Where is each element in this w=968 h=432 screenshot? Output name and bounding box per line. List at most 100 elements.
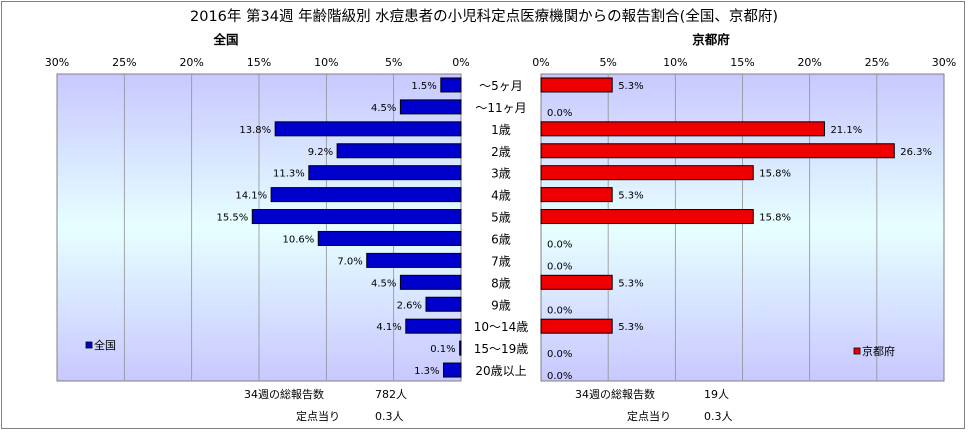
left-legend-swatch <box>85 341 93 349</box>
right-data-label: 15.8% <box>759 169 791 180</box>
age-group-label: ～11ヶ月 <box>475 101 526 115</box>
left-bar <box>399 99 462 115</box>
right-bar <box>540 318 613 334</box>
right-data-label: 0.0% <box>547 305 572 316</box>
left-panel-title: 全国 <box>212 32 238 47</box>
left-data-label: 11.3% <box>273 169 305 180</box>
age-group-label: 1歳 <box>491 123 511 137</box>
left-tick-labels: 0% 5% 10% 15% 20% 25% 30% <box>45 56 470 69</box>
right-tick-labels: 0% 5% 10% 15% 20% 25% 30% <box>532 56 956 69</box>
right-legend-label: 京都府 <box>862 344 895 358</box>
right-per-site-value: 0.3人 <box>704 410 733 423</box>
left-bar <box>274 121 462 137</box>
left-tick-label: 15% <box>247 56 271 69</box>
right-tick-label: 15% <box>730 56 754 69</box>
left-tick-label: 0% <box>452 56 469 69</box>
right-tick-label: 5% <box>599 56 616 69</box>
left-bar <box>425 296 462 312</box>
right-tick-label: 10% <box>663 56 687 69</box>
left-tick-label: 10% <box>314 56 338 69</box>
left-data-label: 4.5% <box>371 103 396 114</box>
right-data-label: 0.0% <box>547 349 572 360</box>
left-tick-label: 30% <box>45 56 69 69</box>
age-group-label: 8歳 <box>491 276 511 290</box>
right-data-label: 5.3% <box>618 81 643 92</box>
left-data-label: 7.0% <box>337 256 362 267</box>
right-total-label: 34週の総報告数 <box>575 387 655 401</box>
age-group-label: 9歳 <box>491 298 511 312</box>
left-bar <box>440 77 462 93</box>
right-tick-label: 25% <box>865 56 889 69</box>
chart-title: 2016年 第34週 年齢階級別 水痘患者の小児科定点医療機関からの報告割合(全… <box>190 7 778 25</box>
left-bar <box>317 230 462 246</box>
left-bar <box>366 252 462 268</box>
left-per-site-label: 定点当り <box>296 409 340 423</box>
right-data-label: 0.0% <box>547 239 572 250</box>
right-data-label: 5.3% <box>618 278 643 289</box>
left-bar <box>308 165 462 181</box>
left-legend: 全国 <box>85 338 116 352</box>
left-total-value: 782人 <box>375 388 407 401</box>
right-data-label: 21.1% <box>830 125 862 136</box>
right-tick-label: 30% <box>932 56 956 69</box>
left-data-label: 13.8% <box>239 125 271 136</box>
age-group-label: 20歳以上 <box>475 364 526 378</box>
left-data-label: 10.6% <box>282 234 314 245</box>
left-data-label: 0.1% <box>430 344 455 355</box>
left-bar <box>399 274 462 290</box>
right-bars <box>540 77 895 334</box>
left-bar <box>459 340 462 356</box>
left-data-label: 4.1% <box>376 322 401 333</box>
right-data-labels: 5.3% 0.0% 21.1% 26.3% 15.8% 5.3% 15.8% 0.0% 0.0%… <box>547 81 932 382</box>
right-data-label: 26.3% <box>900 147 932 158</box>
left-per-site-value: 0.3人 <box>375 410 404 423</box>
age-group-label: 4歳 <box>491 189 511 203</box>
age-group-label: 15～19歳 <box>474 342 529 356</box>
left-bar <box>442 362 462 378</box>
right-data-label: 0.0% <box>547 371 572 382</box>
right-data-label: 5.3% <box>618 191 643 202</box>
left-data-label: 14.1% <box>235 191 267 202</box>
right-data-label: 0.0% <box>547 261 572 272</box>
right-total-value: 19人 <box>704 388 729 401</box>
left-data-label: 4.5% <box>371 278 396 289</box>
right-bar <box>540 165 754 181</box>
left-data-label: 15.5% <box>216 213 248 224</box>
left-bars <box>251 77 462 378</box>
age-group-label: 6歳 <box>491 232 511 246</box>
age-group-labels: ～5ヶ月 ～11ヶ月 1歳 2歳 3歳 4歳 5歳 6歳 7歳 8歳 9歳 10～14歳 15～19歳 2… <box>474 79 529 378</box>
left-bar <box>336 143 462 159</box>
left-bar <box>405 318 462 334</box>
left-tick-label: 25% <box>112 56 136 69</box>
age-group-label: 5歳 <box>491 211 511 225</box>
left-data-label: 2.6% <box>397 300 422 311</box>
right-tick-label: 0% <box>532 56 549 69</box>
left-total-label: 34週の総報告数 <box>244 387 324 401</box>
left-data-label: 9.2% <box>308 147 333 158</box>
right-data-label: 0.0% <box>547 108 572 119</box>
right-data-label: 15.8% <box>759 213 791 224</box>
right-panel-title: 京都府 <box>692 32 730 47</box>
left-tick-label: 5% <box>385 56 402 69</box>
left-data-labels: 1.5% 4.5% 13.8% 9.2%11.3% 14.1% 15.5% 10.6% 7.0… <box>216 81 455 377</box>
right-per-site-label: 定点当り <box>627 409 671 423</box>
right-bar <box>540 209 754 225</box>
left-bar <box>270 187 462 203</box>
right-bar <box>540 77 613 93</box>
right-bar <box>540 274 613 290</box>
right-bar <box>540 143 895 159</box>
right-bar <box>540 121 825 137</box>
age-group-label: 10～14歳 <box>474 320 529 334</box>
right-legend-swatch <box>853 347 861 355</box>
left-data-label: 1.3% <box>414 366 439 377</box>
right-legend: 京都府 <box>853 344 895 358</box>
age-group-label: 2歳 <box>491 145 511 159</box>
right-tick-label: 20% <box>797 56 821 69</box>
age-group-label: 7歳 <box>491 254 511 268</box>
left-data-label: 1.5% <box>411 81 436 92</box>
left-legend-label: 全国 <box>94 338 116 352</box>
age-group-label: ～5ヶ月 <box>479 79 523 93</box>
left-tick-label: 20% <box>179 56 203 69</box>
